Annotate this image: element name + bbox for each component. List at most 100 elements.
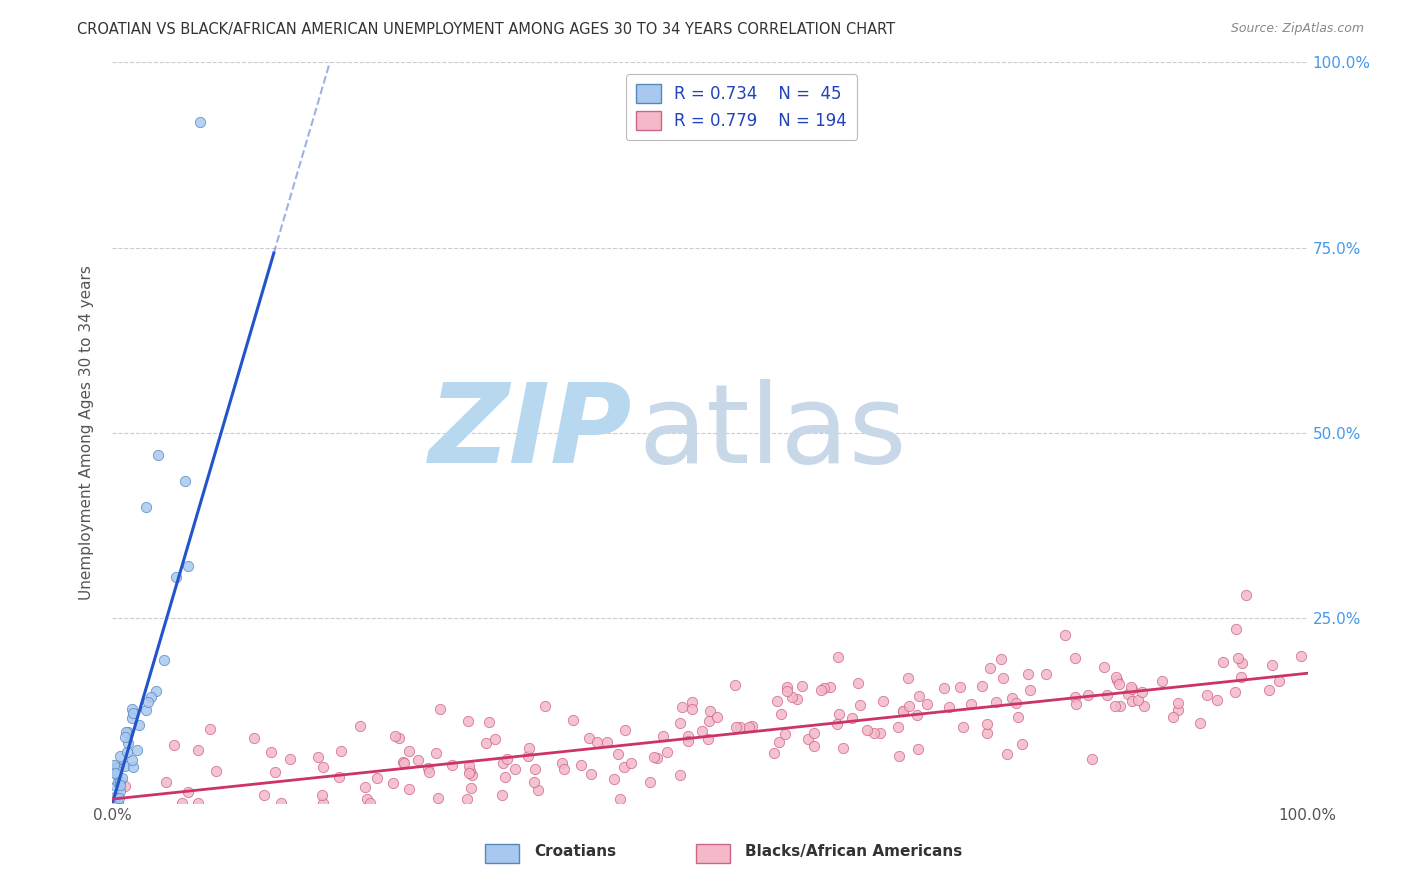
Point <box>121 760 143 774</box>
Point <box>253 788 276 802</box>
Point <box>418 764 440 779</box>
Point <box>135 703 157 717</box>
Point <box>1226 651 1249 665</box>
Point <box>810 683 832 698</box>
Point <box>1167 697 1189 711</box>
Point <box>416 761 439 775</box>
Point <box>474 736 496 750</box>
Point <box>104 760 127 774</box>
Point <box>492 756 515 770</box>
Point <box>897 699 920 714</box>
Point <box>668 767 690 781</box>
Point <box>651 729 673 743</box>
Point <box>872 694 894 708</box>
Point <box>121 711 143 725</box>
Point <box>976 716 998 731</box>
Point <box>671 699 693 714</box>
Point <box>110 749 132 764</box>
Point <box>117 724 139 739</box>
Point <box>553 762 575 776</box>
Point <box>456 792 478 806</box>
Point <box>534 698 557 713</box>
Point <box>425 746 447 760</box>
Point <box>976 726 998 740</box>
Point <box>1268 673 1291 688</box>
Point <box>457 714 479 728</box>
Point <box>613 760 636 774</box>
Point <box>678 733 700 747</box>
Point <box>1116 687 1139 701</box>
Point <box>1105 669 1128 683</box>
Point <box>724 678 747 692</box>
Point <box>349 719 371 733</box>
Point <box>803 725 825 739</box>
Y-axis label: Unemployment Among Ages 30 to 34 years: Unemployment Among Ages 30 to 34 years <box>79 265 94 600</box>
Point <box>121 753 143 767</box>
Point <box>1107 673 1129 687</box>
Point <box>1132 685 1154 699</box>
Point <box>578 731 600 745</box>
Point <box>741 719 763 733</box>
Point <box>856 723 879 737</box>
Point <box>813 681 835 696</box>
Point <box>458 766 481 780</box>
Point <box>114 779 136 793</box>
Point <box>1188 716 1211 731</box>
Point <box>862 725 884 739</box>
Point <box>121 706 143 720</box>
Point <box>690 724 713 739</box>
Point <box>111 772 134 786</box>
Point <box>359 796 381 810</box>
Point <box>803 739 825 754</box>
Point <box>697 714 720 728</box>
Point <box>1225 622 1247 636</box>
Point <box>562 713 585 727</box>
Point <box>127 743 149 757</box>
Point <box>676 730 699 744</box>
Point <box>770 706 793 721</box>
Point <box>997 747 1019 761</box>
Point <box>1011 737 1033 751</box>
Point <box>382 775 405 789</box>
Point <box>103 793 125 807</box>
Point <box>311 788 333 802</box>
Point <box>1234 589 1257 603</box>
Point <box>1150 674 1173 689</box>
Point <box>517 740 540 755</box>
Point <box>579 766 602 780</box>
Point <box>645 751 668 765</box>
Point <box>959 697 981 711</box>
Point <box>1019 682 1042 697</box>
Point <box>827 650 849 665</box>
Point <box>527 783 550 797</box>
Point <box>768 735 790 749</box>
Point <box>827 706 849 721</box>
Point <box>1260 658 1282 673</box>
Point <box>1119 680 1142 694</box>
Point <box>915 697 938 711</box>
Point <box>162 738 184 752</box>
Point <box>1212 656 1234 670</box>
Point <box>984 695 1007 709</box>
Point <box>1064 697 1087 711</box>
Point <box>312 796 335 810</box>
Point <box>762 746 785 760</box>
Point <box>105 764 128 779</box>
Point <box>115 745 138 759</box>
Point <box>114 759 136 773</box>
Point <box>427 791 450 805</box>
Point <box>1206 692 1229 706</box>
Point <box>187 743 209 757</box>
Point <box>669 715 692 730</box>
Legend: R = 0.734    N =  45, R = 0.779    N = 194: R = 0.734 N = 45, R = 0.779 N = 194 <box>626 74 858 140</box>
Point <box>104 789 127 804</box>
Point <box>105 761 128 775</box>
Point <box>682 702 704 716</box>
Point <box>523 775 546 789</box>
Point <box>972 679 994 693</box>
Point <box>155 775 177 789</box>
Point <box>503 762 526 776</box>
Point <box>103 796 125 810</box>
Point <box>429 701 451 715</box>
Text: Croatians: Croatians <box>534 845 616 859</box>
